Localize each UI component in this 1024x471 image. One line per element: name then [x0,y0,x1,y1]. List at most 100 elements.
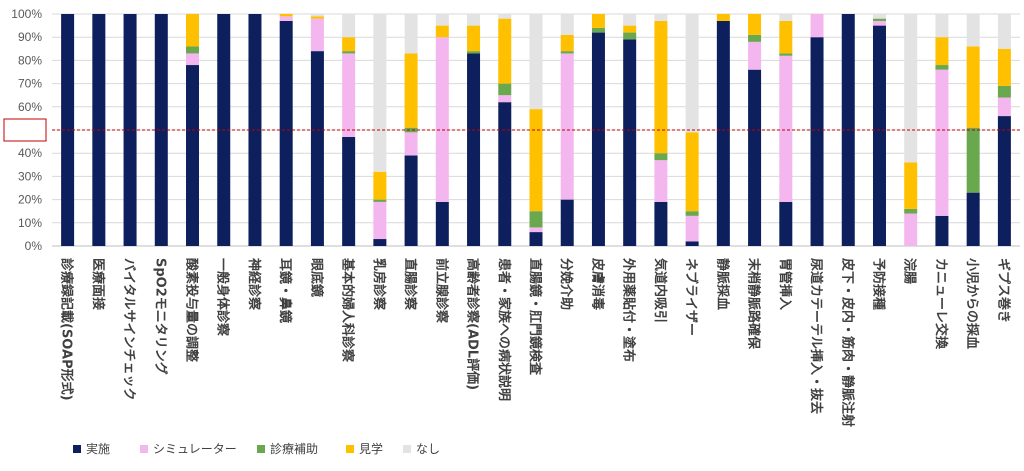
x-category-label: 眼底鏡 [308,258,324,297]
legend-swatch [346,445,354,453]
y-tick-label: 40% [18,146,42,160]
bar-segment-2 [654,153,668,161]
x-category-label: 一般身体診察 [215,258,231,337]
x-category-label: 皮下・皮内・筋肉・静脈注射 [839,257,855,427]
bar-segment-0 [123,14,137,246]
bar-segment-0 [966,192,980,246]
bar-segment-0 [935,215,949,246]
bar-segment-2 [342,51,356,54]
bar-segment-3 [404,53,418,128]
bar-segment-0 [154,14,168,246]
x-category-label: カニューレ交換 [933,258,949,350]
x-category-label: 末梢静脈路確保 [746,257,762,350]
bar-segment-1 [810,14,824,38]
x-category-label: 小児からの採血 [964,258,980,349]
bar-segment-3 [591,14,605,28]
bar-segment-1 [342,53,356,137]
y-tick-label: 80% [18,53,42,67]
y-tick-label: 10% [18,216,42,230]
x-category-label: 乳房診察 [371,258,387,311]
x-category-label: 患者・家族への病状説明 [496,258,512,401]
bar-segment-1 [779,55,793,202]
x-category-label: 医療面接 [90,258,106,310]
x-axis-labels: 診療録記載(SOAP形式) 医療面接 バイタルサインチェック SpO2モニタリング 酸素… [59,257,1012,427]
bar-segment-4 [966,14,980,47]
x-category-label: 酸素投与量の調整 [184,258,200,363]
bar-segment-4 [935,14,949,38]
bar-segment-2 [966,127,980,193]
bar-segment-3 [716,14,730,21]
x-category-label: 胃管挿入 [777,258,793,310]
legend-label: なし [416,442,440,456]
bar-segment-2 [591,27,605,33]
x-category-label: 静脈採血 [714,258,730,310]
bar-segment-3 [310,16,324,19]
bars [61,14,1011,247]
bar-segment-0 [373,239,387,246]
y-tick-label: 20% [18,193,42,207]
bar-segment-4 [654,14,668,21]
bar-segment-2 [748,34,762,42]
bar-segment-1 [310,18,324,52]
bar-segment-3 [186,14,200,47]
y-tick-label: 0% [25,239,43,253]
bar-segment-0 [529,232,543,246]
bar-segment-1 [529,227,543,233]
legend-swatch [73,445,81,453]
legend-swatch [257,445,265,453]
bar-segment-1 [654,160,668,202]
bar-segment-2 [498,83,512,96]
bar-segment-2 [404,127,418,133]
bar-segment-3 [560,34,574,52]
x-category-label: 前立腺診察 [433,258,449,324]
x-category-label: 予防接種 [870,258,886,310]
bar-segment-3 [748,14,762,35]
bar-segment-1 [435,37,449,202]
bar-segment-1 [560,53,574,200]
bar-segment-0 [779,201,793,246]
bar-segment-2 [685,211,699,216]
bar-segment-0 [748,69,762,247]
bar-segment-0 [404,155,418,246]
bar-segment-4 [872,14,886,19]
x-category-label: 外用薬貼付・塗布 [621,257,637,362]
bar-segment-0 [591,32,605,247]
legend-label: 見学 [359,441,383,456]
bar-segment-4 [404,14,418,54]
bar-segment-2 [373,199,387,202]
bar-segment-4 [498,14,512,19]
x-category-label: 分娩介助 [558,258,574,310]
bar-segment-0 [498,102,512,246]
bar-segment-3 [279,14,293,17]
bar-segment-2 [935,65,949,70]
bar-segment-4 [560,14,574,35]
bar-segment-0 [467,53,481,246]
bar-segment-3 [342,37,356,52]
bar-segment-1 [279,16,293,21]
x-category-label: 直腸鏡・肛門鏡検査 [527,258,543,376]
bar-segment-2 [560,51,574,54]
bar-segment-3 [904,162,918,209]
bar-segment-1 [373,201,387,240]
bar-segment-1 [904,213,918,246]
bar-segment-4 [904,14,918,163]
bar-segment-2 [872,18,886,21]
bar-segment-3 [529,109,543,212]
bar-segment-4 [342,14,356,38]
bar-segment-3 [623,25,637,33]
x-category-label: 皮膚消毒 [589,257,605,310]
x-category-label: 高齢者診察(ADL評価) [465,258,481,390]
bar-segment-4 [467,14,481,26]
bar-segment-2 [997,85,1011,98]
bar-segment-3 [373,171,387,200]
bar-segment-4 [685,14,699,133]
x-category-label: 気道内吸引 [652,258,668,323]
bar-segment-4 [310,14,324,17]
x-category-label: 尿道カテーテル挿入・抜去 [808,258,824,414]
reference-line-group [3,118,1020,142]
bar-segment-3 [498,18,512,84]
bar-segment-4 [373,14,387,172]
bar-segment-3 [997,48,1011,86]
bar-segment-3 [685,132,699,212]
bar-segment-2 [529,211,543,228]
